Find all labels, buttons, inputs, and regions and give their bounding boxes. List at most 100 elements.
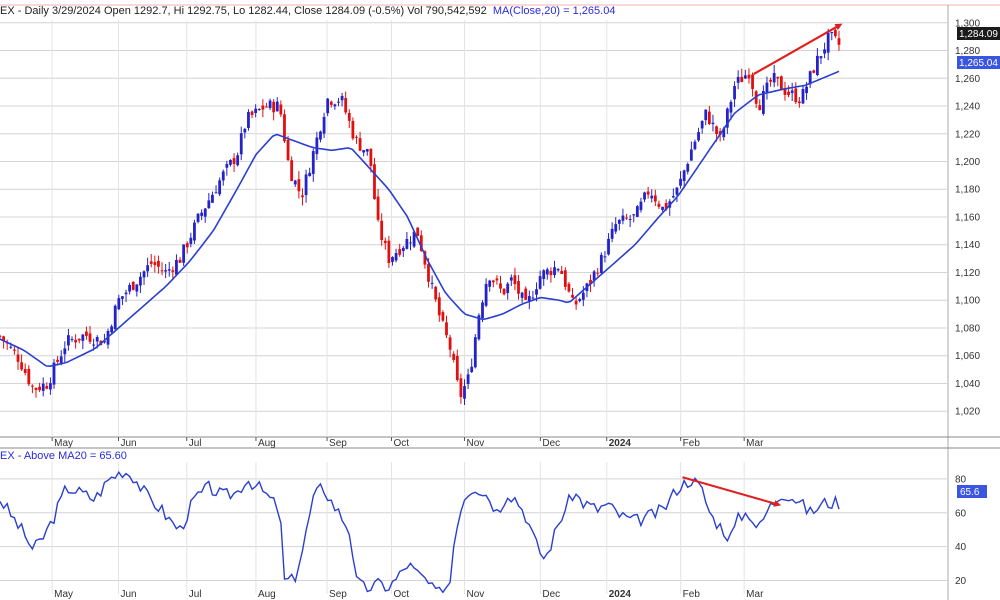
price-x-tick: Sep [329, 438, 347, 449]
candle-body [380, 220, 384, 241]
candle-body [67, 335, 70, 346]
candle-body [574, 300, 578, 305]
candle-body [412, 231, 416, 247]
price-x-tick: Aug [258, 438, 276, 449]
candle-body [502, 288, 506, 295]
candle-body [531, 297, 535, 299]
last-close-label-bg [957, 27, 1000, 40]
price-y-tick: 1,240 [955, 102, 980, 113]
candle-body [175, 259, 178, 275]
candle-body [686, 164, 690, 172]
price-x-tick: 2024 [609, 438, 632, 449]
candle-body [286, 139, 290, 161]
candle-body [477, 315, 481, 340]
candle-body [524, 288, 528, 300]
candle-body [333, 104, 337, 107]
ma-last-label-text: 1,265.04 [959, 58, 998, 69]
candle-body [358, 138, 362, 151]
candle-body [466, 374, 470, 385]
candle-body [308, 172, 312, 177]
oscillator-grid [0, 478, 948, 581]
candle-body [405, 238, 409, 249]
candle-body [243, 128, 247, 133]
candle-body [563, 270, 567, 287]
candle-body [416, 227, 420, 236]
above-ma20-line [0, 470, 840, 594]
candle-body [675, 187, 679, 195]
candle-body [437, 297, 441, 316]
ma20-line [0, 70, 840, 368]
candle-body [632, 214, 636, 216]
candle-body [603, 256, 607, 258]
candle-body [455, 355, 459, 381]
candle-body [567, 283, 571, 292]
candle-body [808, 71, 812, 85]
candle-body [167, 269, 171, 271]
candle-body [520, 292, 524, 298]
ma-last-label: 1,265.04 [957, 56, 1000, 69]
candle-body [704, 109, 708, 121]
candle-body [63, 348, 67, 355]
candle-body [268, 100, 272, 108]
candle-body [697, 132, 700, 141]
candle-body [711, 122, 715, 125]
candle-body [794, 88, 798, 103]
candle-body [527, 296, 531, 302]
candle-body [823, 49, 826, 54]
candle-body [38, 386, 42, 391]
candle-body [578, 299, 582, 301]
osc-x-tick: Oct [394, 589, 410, 600]
candle-body [139, 276, 142, 286]
candle-body [221, 171, 225, 181]
osc-y-tick: 40 [955, 542, 967, 553]
candle-body [49, 383, 52, 390]
candle-body [283, 114, 286, 142]
candle-body [322, 116, 326, 134]
oscillator-vertical-grid [51, 462, 745, 594]
price-y-tick: 1,260 [955, 74, 980, 85]
price-x-tick: Dec [542, 438, 560, 449]
candle-body [801, 89, 805, 104]
candle-body [272, 101, 276, 113]
candle-body [592, 271, 596, 281]
candle-body [34, 387, 38, 390]
candle-body [182, 244, 186, 263]
candle-body [481, 302, 484, 319]
candle-body [59, 356, 63, 365]
candle-body [751, 74, 754, 89]
candle-body [398, 249, 402, 255]
candle-body [621, 215, 625, 221]
price-vertical-grid [51, 20, 745, 437]
candle-body [430, 282, 434, 284]
candle-body [661, 206, 664, 210]
candle-body [355, 136, 358, 138]
candle-body [682, 170, 686, 182]
price-x-tick: Jun [121, 438, 137, 449]
candle-body [329, 101, 333, 105]
candle-body [88, 333, 92, 342]
osc-y-tick: 80 [955, 474, 967, 485]
candle-body [484, 283, 488, 306]
price-x-tick: Feb [683, 438, 701, 449]
candle-body [815, 55, 819, 75]
candle-body [149, 261, 153, 264]
price-y-tick: 1,040 [955, 379, 980, 390]
price-y-tick: 1,060 [955, 351, 980, 362]
candle-body [653, 195, 657, 202]
osc-x-tick: Feb [683, 589, 701, 600]
candle-body [275, 101, 279, 112]
candle-body [344, 98, 348, 113]
price-y-tick: 1,160 [955, 212, 980, 223]
price-y-tick: 1,080 [955, 323, 980, 334]
candle-body [207, 200, 211, 209]
candle-body [391, 257, 394, 262]
osc-y-tick: 20 [955, 576, 967, 587]
candle-body [837, 38, 841, 45]
price-y-tick: 1,140 [955, 240, 980, 251]
candle-body [441, 312, 445, 321]
price-header-text: EX - Daily 3/29/2024 Open 1292.7, Hi 129… [0, 5, 487, 17]
candle-body [542, 270, 546, 280]
candle-body [225, 164, 229, 168]
candle-body [423, 251, 427, 265]
candle-body [736, 76, 740, 83]
